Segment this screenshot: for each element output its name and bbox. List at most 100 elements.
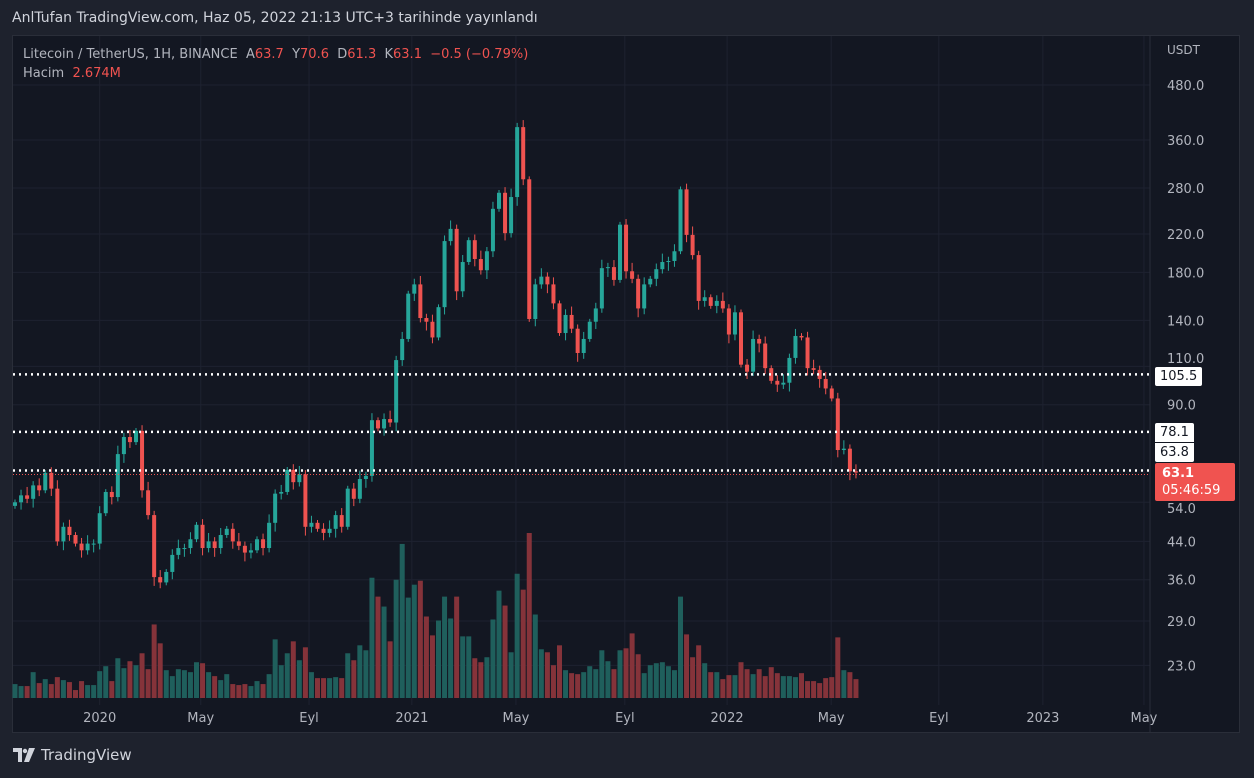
time-tick-label: Eyl (929, 711, 949, 726)
volume-bar (42, 679, 48, 698)
volume-bar (375, 596, 381, 698)
volume-bar (91, 685, 97, 698)
candle-body (357, 479, 362, 499)
candle-body (25, 495, 30, 499)
volume-bar (659, 662, 665, 698)
price-tick-label: 180.0 (1167, 266, 1204, 281)
currency-label[interactable]: USDT (1167, 43, 1200, 57)
candle-body (793, 335, 798, 358)
volume-bar (133, 665, 139, 698)
volume-bar (805, 681, 811, 698)
candle-body (781, 382, 786, 385)
candle-body (847, 448, 852, 472)
volume-bar (60, 680, 66, 698)
volume-bar (623, 648, 629, 698)
price-tick-label: 280.0 (1167, 182, 1204, 197)
candle-body (726, 308, 731, 335)
volume-bar (308, 672, 314, 698)
candle-body (176, 548, 181, 555)
volume-bar (363, 650, 369, 698)
candle-body (690, 234, 695, 256)
candle-body (236, 541, 241, 546)
volume-bar (139, 653, 145, 698)
volume-bar (24, 686, 30, 698)
candle-body (503, 192, 508, 234)
candle-body (436, 307, 441, 338)
volume-bar (538, 649, 544, 698)
volume-bar (508, 652, 514, 698)
candle-body (206, 541, 211, 549)
volume-bar (454, 596, 460, 698)
candle-body (605, 267, 610, 269)
candle-body (121, 437, 126, 455)
volume-bar (617, 650, 623, 698)
candle-body (115, 454, 120, 498)
line-price-tag: 105.5 (1155, 367, 1203, 386)
symbol-title[interactable]: Litecoin / TetherUS, 1H, BINANCE (23, 47, 238, 62)
candle-body (327, 528, 332, 533)
candle-body (805, 337, 810, 369)
volume-bar (230, 684, 236, 698)
volume-bar (544, 652, 550, 698)
candle-body (248, 550, 253, 553)
candle-body (732, 312, 737, 335)
candle-body (67, 526, 72, 536)
candle-body (551, 284, 556, 304)
candle-body (527, 179, 532, 319)
chart-frame[interactable] (12, 35, 1240, 733)
volume-bar (514, 573, 520, 698)
volume-bar (472, 658, 478, 698)
volume-bar (18, 686, 24, 698)
candle-body (369, 420, 374, 476)
candle-body (739, 312, 743, 365)
candle-body (835, 398, 840, 451)
volume-label: Hacim (23, 66, 65, 81)
price-tick-label: 36.0 (1167, 574, 1196, 589)
candle-body (394, 360, 399, 423)
volume-bar (593, 669, 599, 698)
candle-body (696, 255, 701, 301)
candle-body (618, 224, 622, 280)
volume-bar (169, 676, 175, 698)
candle-body (79, 543, 84, 551)
candle-body (279, 491, 284, 494)
volume-bar (151, 624, 157, 698)
volume-bar (484, 657, 490, 698)
time-tick-label: May (1130, 711, 1157, 726)
volume-bar (708, 672, 714, 698)
volume-bar (665, 666, 671, 698)
volume-bar (611, 669, 617, 698)
candle-body (515, 127, 520, 198)
candle-body (714, 300, 719, 306)
candle-body (642, 284, 647, 309)
candle-body (194, 524, 199, 540)
volume-bar (236, 685, 242, 698)
volume-bar (526, 533, 532, 698)
high-label: Y (292, 47, 301, 62)
candle-body (19, 495, 24, 503)
change-value: −0.5 (−0.79%) (430, 47, 529, 62)
candle-body (291, 469, 296, 483)
volume-bar (157, 643, 163, 698)
candle-body (424, 318, 429, 322)
volume-bar (817, 683, 823, 698)
tradingview-logo[interactable]: TradingView (13, 746, 132, 764)
current-price-tag: 63.1 05:46:59 (1155, 463, 1235, 501)
volume-bar (73, 690, 78, 698)
volume-bar (835, 637, 841, 698)
volume-bar (448, 618, 454, 698)
candle-body (448, 228, 453, 242)
candle-body (61, 526, 66, 542)
volume-bar (841, 670, 847, 698)
low-value: 61.3 (347, 47, 377, 62)
volume-bar (393, 579, 399, 698)
candle-body (345, 488, 350, 527)
candle-body (382, 419, 387, 429)
volume-bar (387, 641, 393, 698)
candle-body (200, 524, 205, 549)
price-tick-label: 29.0 (1167, 615, 1196, 630)
candle-body (315, 522, 320, 529)
chart-legend: Litecoin / TetherUS, 1H, BINANCE A63.7 Y… (23, 45, 528, 83)
time-tick-label: 2020 (83, 711, 116, 726)
